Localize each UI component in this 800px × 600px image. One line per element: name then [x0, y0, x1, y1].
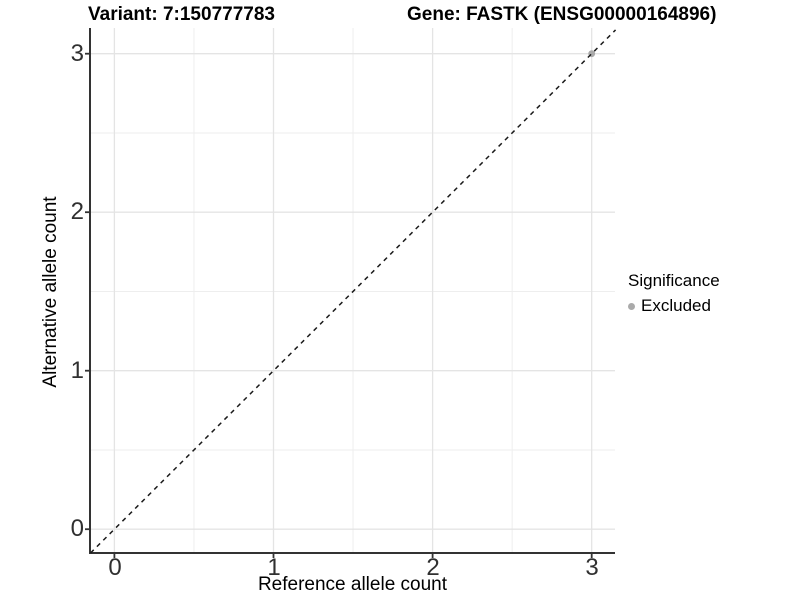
variant-title: Variant: 7:150777783: [88, 4, 275, 25]
y-axis-title: Alternative allele count: [40, 196, 61, 388]
legend-title: Significance: [628, 271, 720, 290]
x-axis-title: Reference allele count: [257, 574, 448, 595]
excluded-point-icon: [628, 302, 635, 310]
significance-legend: Significance Excluded: [628, 271, 720, 316]
legend-item-excluded: Excluded: [628, 296, 720, 316]
x-tick-label-1: 1: [267, 554, 281, 581]
y-tick-label-1: 1: [70, 357, 84, 384]
y-tick-label-2: 2: [70, 198, 84, 225]
y-tick-label-3: 3: [70, 40, 84, 67]
y-tick-label-0: 0: [70, 515, 84, 542]
x-tick-label-2: 2: [426, 554, 440, 581]
x-tick-label-0: 0: [108, 554, 122, 581]
gene-title: Gene: FASTK (ENSG00000164896): [407, 4, 717, 25]
legend-item-label: Excluded: [641, 296, 711, 315]
x-tick-label-3: 3: [585, 554, 599, 581]
